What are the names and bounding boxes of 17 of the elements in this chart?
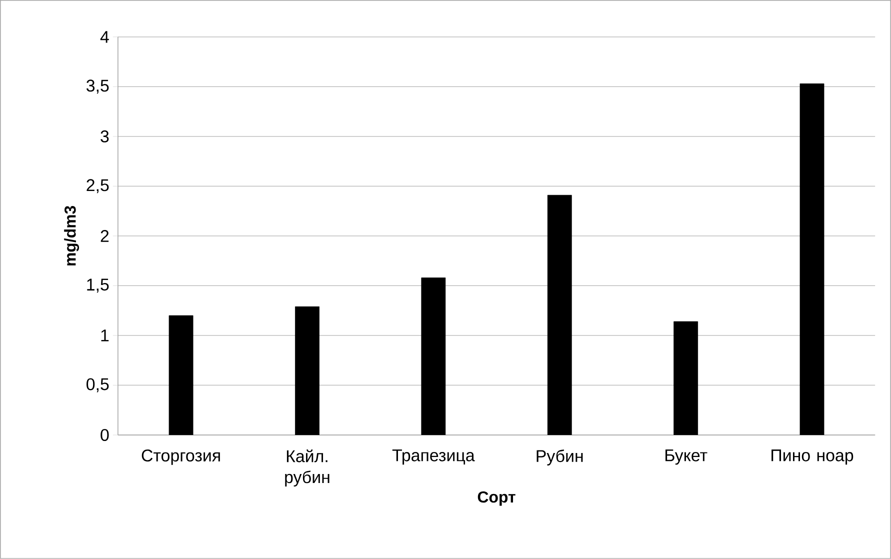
x-tick-label: Трапезица: [392, 450, 475, 465]
y-tick-label: 0,5: [86, 378, 109, 392]
y-tick-label: 0: [100, 429, 109, 442]
y-axis-title: mg/dm3: [64, 206, 80, 266]
x-axis-title: Сорт: [478, 491, 516, 506]
x-tick-label: Кайл. рубин: [285, 450, 330, 487]
x-tick-label: Сторгозия: [142, 450, 220, 465]
y-tick-label: 1: [101, 330, 109, 342]
y-tick-label: 1,5: [87, 278, 109, 293]
y-tick-label: 4: [100, 31, 109, 43]
y-tick-label: 3,5: [86, 80, 109, 94]
x-tick-label: Букет: [665, 450, 708, 465]
y-tick-label: 2,5: [86, 179, 109, 194]
y-tick-label: 3: [100, 130, 109, 142]
y-tick-label: 2: [100, 230, 109, 242]
x-tick-label: Рубин: [536, 450, 583, 466]
x-tick-label: Пино ноар: [772, 450, 854, 465]
